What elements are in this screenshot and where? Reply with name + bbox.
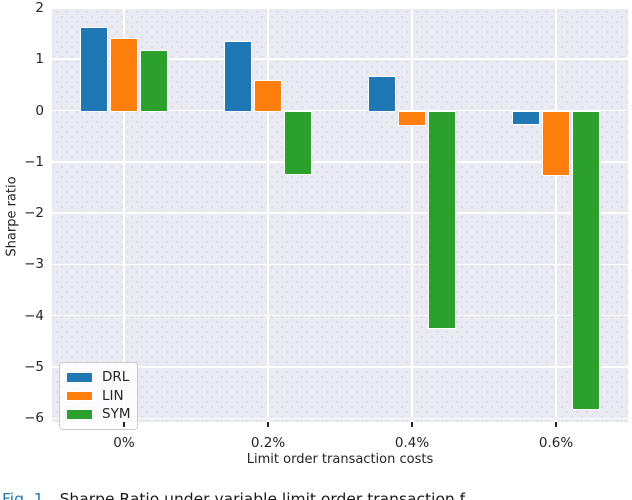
- x-tick-label: 0.2%: [250, 435, 286, 451]
- figure-caption: Fig. 1. Sharpe Ratio under variable limit…: [2, 491, 632, 500]
- bar-lin-0.4%: [398, 110, 426, 127]
- grid-vline: [411, 7, 413, 422]
- bar-sym-0%: [140, 49, 168, 112]
- caption-text: Sharpe Ratio under variable limit order …: [59, 490, 466, 500]
- legend-item: LIN: [66, 387, 129, 406]
- grid-hline: [52, 366, 628, 368]
- legend-swatch-lin: [66, 390, 93, 401]
- bar-drl-0%: [80, 26, 108, 112]
- y-tick-label: 2: [35, 0, 44, 16]
- x-tick-mark: [411, 422, 413, 427]
- x-tick-mark: [267, 422, 269, 427]
- bar-sym-0.2%: [284, 110, 312, 175]
- y-tick-label: 1: [35, 51, 44, 68]
- grid-vline: [267, 7, 269, 422]
- x-tick-mark: [123, 422, 125, 427]
- y-tick-label: −5: [24, 359, 44, 375]
- x-tick-label: 0.4%: [394, 435, 430, 451]
- grid-vline: [555, 7, 557, 422]
- y-tick-label: 0: [35, 102, 44, 119]
- y-tick-label: −3: [24, 256, 44, 273]
- grid-vline: [123, 7, 125, 422]
- bar-drl-0.4%: [368, 76, 396, 112]
- bar-lin-0%: [110, 38, 138, 112]
- grid-hline: [52, 314, 628, 317]
- grid-hline: [52, 212, 628, 214]
- grid-hline: [52, 7, 628, 9]
- bar-drl-0.6%: [512, 110, 540, 125]
- x-tick-label: 0%: [113, 435, 135, 451]
- bar-lin-0.2%: [254, 79, 282, 112]
- x-tick-mark: [555, 422, 557, 427]
- y-tick-label: −2: [24, 205, 44, 222]
- bar-sym-0.6%: [572, 110, 600, 410]
- grid-hline: [52, 263, 628, 266]
- legend-label: LIN: [102, 387, 124, 404]
- legend-swatch-sym: [66, 409, 93, 420]
- x-axis-label: Limit order transaction costs: [246, 452, 434, 467]
- bar-sym-0.4%: [428, 110, 456, 329]
- legend-label: SYM: [102, 406, 131, 423]
- legend-label: DRL: [102, 369, 130, 386]
- legend-item: DRL: [66, 368, 129, 387]
- legend: DRL LIN SYM: [59, 362, 138, 430]
- legend-swatch-drl: [66, 372, 93, 383]
- y-tick-label: −1: [24, 153, 44, 170]
- x-tick-label: 0.6%: [538, 435, 574, 451]
- plot-area: [52, 7, 628, 422]
- grid-hline: [52, 58, 628, 60]
- bar-lin-0.6%: [542, 110, 570, 177]
- y-tick-label: −4: [24, 307, 44, 324]
- grid-hline: [52, 161, 628, 163]
- caption-label: Fig. 1.: [2, 490, 49, 500]
- y-tick-label: −6: [24, 410, 44, 427]
- grid-hline: [52, 417, 628, 420]
- grid-hline: [52, 109, 628, 112]
- legend-item: SYM: [66, 405, 131, 424]
- bar-drl-0.2%: [224, 41, 252, 112]
